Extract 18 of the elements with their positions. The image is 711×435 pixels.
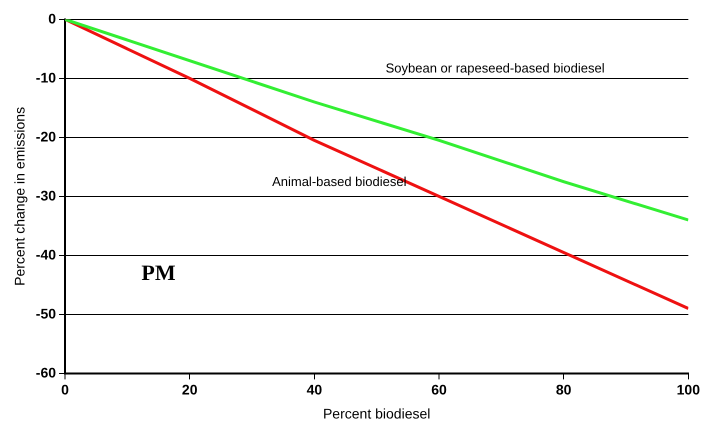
y-tick-label: -10: [36, 69, 56, 86]
x-tick-label: 60: [431, 382, 448, 398]
y-tick-label: -50: [36, 305, 56, 322]
annotation: Animal-based biodiesel: [272, 174, 407, 189]
x-tick-label: 0: [61, 382, 70, 398]
y-tick-label: -60: [36, 364, 56, 380]
x-axis-title: Percent biodiesel: [322, 405, 430, 422]
annotation: PM: [141, 260, 176, 285]
x-tick-label: 80: [556, 382, 572, 398]
x-tick-label: 100: [676, 382, 700, 398]
x-tick-label: 40: [306, 382, 322, 398]
y-tick-label: -20: [36, 128, 56, 144]
y-tick-label: -40: [36, 246, 56, 262]
y-tick-label: -30: [36, 187, 56, 204]
y-tick-label: 0: [48, 10, 56, 26]
x-tick-label: 20: [182, 382, 198, 398]
y-axis-title: Percent change in emissions: [11, 106, 28, 286]
annotation: Soybean or rapeseed-based biodiesel: [386, 60, 605, 76]
